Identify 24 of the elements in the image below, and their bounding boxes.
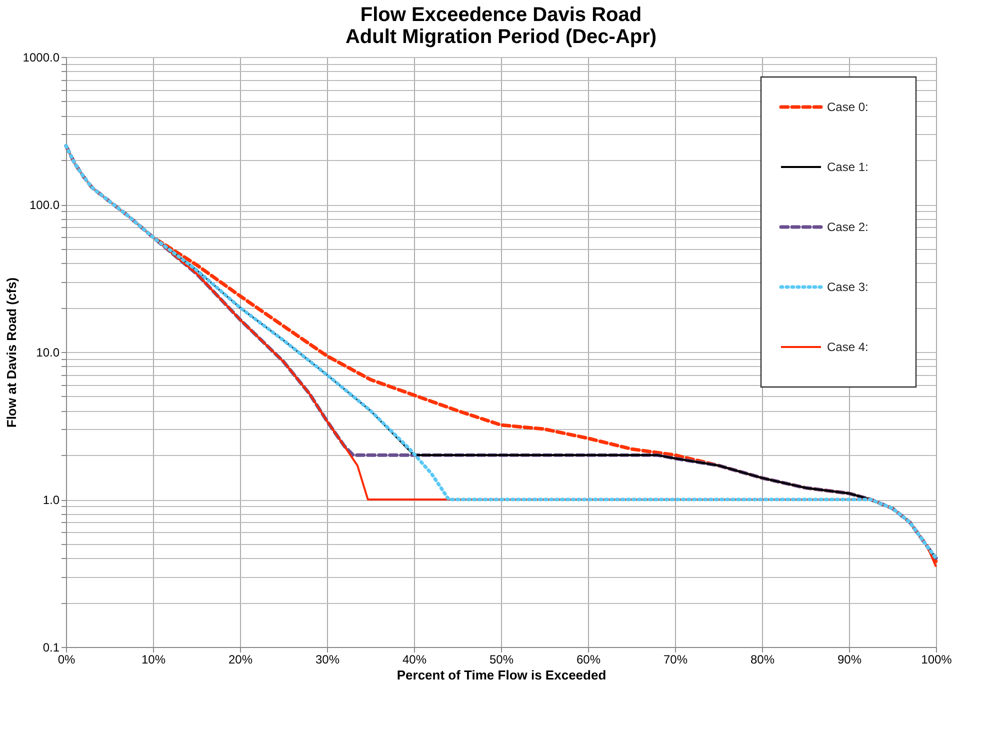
y-tick-label: 100.0 <box>29 198 60 212</box>
x-axis-title: Percent of Time Flow is Exceeded <box>396 668 606 682</box>
x-tick-label: 90% <box>837 652 862 666</box>
y-axis-title: Flow at Davis Road (cfs) <box>4 277 19 428</box>
y-tick-label: 1.0 <box>42 493 60 507</box>
x-tick-label: 80% <box>750 652 775 666</box>
x-tick-label: 60% <box>576 652 601 666</box>
y-tick-label: 1000.0 <box>22 50 60 64</box>
legend-label: Case 4: <box>827 340 868 354</box>
legend-label: Case 2: <box>827 220 868 234</box>
x-tick-label: 70% <box>663 652 688 666</box>
y-tick-label: 0.1 <box>42 640 60 654</box>
x-tick-label: 0% <box>58 652 76 666</box>
x-tick-label: 10% <box>141 652 166 666</box>
x-tick-label: 50% <box>489 652 514 666</box>
legend-label: Case 1: <box>827 160 868 174</box>
x-tick-label: 40% <box>402 652 427 666</box>
y-tick-label: 10.0 <box>36 346 60 360</box>
legend-label: Case 0: <box>827 100 868 114</box>
legend-label: Case 3: <box>827 280 868 294</box>
x-tick-label: 30% <box>315 652 340 666</box>
x-tick-label: 100% <box>921 652 952 666</box>
x-tick-label: 20% <box>228 652 253 666</box>
chart-title: Flow Exceedence Davis Road Adult Migration Period (Dec-Apr) <box>345 4 657 48</box>
